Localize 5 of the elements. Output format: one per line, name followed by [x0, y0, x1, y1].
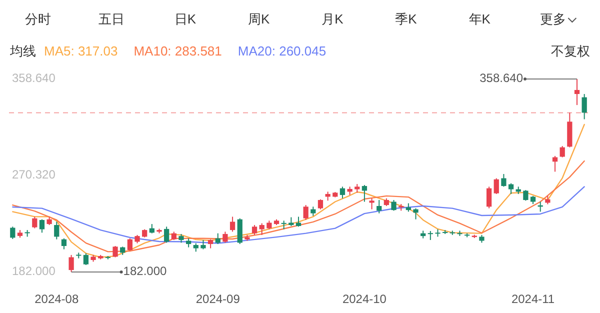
annotation-right: 不复权 — [551, 43, 590, 58]
annotation: 358.640 — [480, 71, 524, 86]
legend: 均线 MA5: 317.03 MA10: 283.581 MA20: 260.045 — [10, 43, 326, 58]
annotation: 182.000 — [123, 264, 167, 278]
legend-title: 均线 — [9, 43, 36, 58]
